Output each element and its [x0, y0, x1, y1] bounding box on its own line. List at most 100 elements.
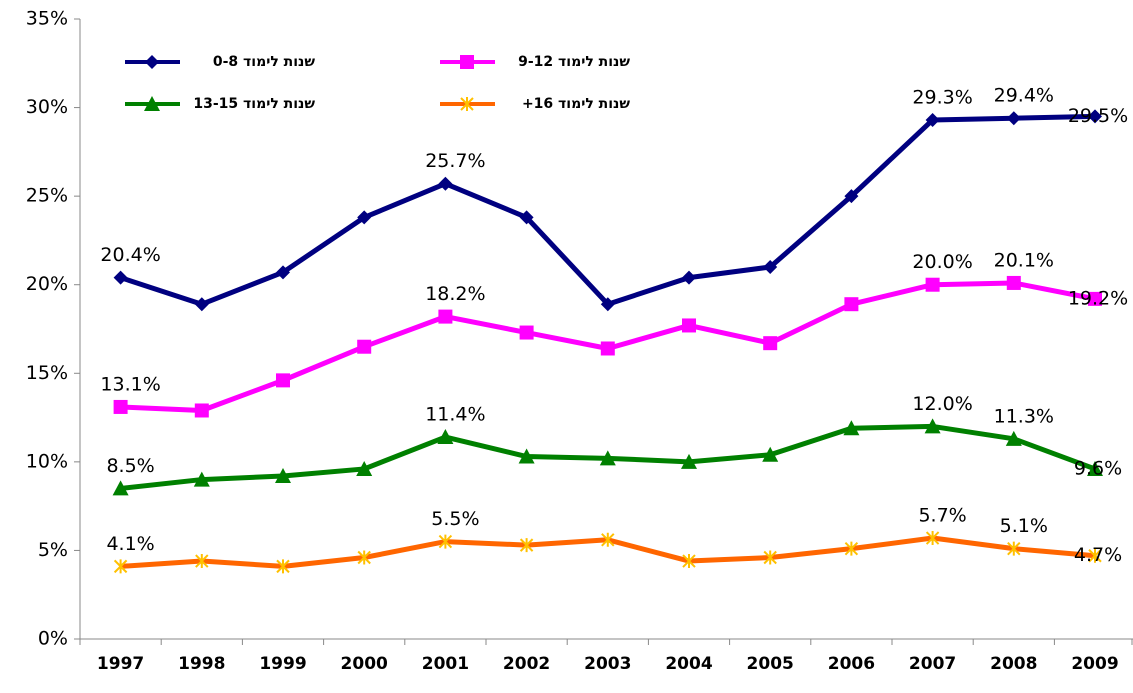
data-point	[1088, 109, 1102, 124]
data-label: 19.2%	[1068, 287, 1128, 309]
data-point	[357, 210, 372, 225]
y-tick-label: 20%	[26, 273, 68, 295]
data-point	[357, 550, 371, 565]
x-tick-label: 2002	[503, 654, 550, 674]
data-point	[1087, 460, 1103, 476]
data-label: 29.4%	[994, 85, 1054, 107]
legend-marker	[460, 55, 474, 69]
data-label: 29.3%	[912, 86, 972, 108]
data-point	[356, 460, 373, 476]
y-tick-label: 15%	[26, 362, 68, 384]
legend-label: שנות לימוד 9-12	[518, 54, 630, 70]
data-point	[357, 339, 372, 354]
data-point	[924, 418, 941, 434]
data-label: 18.2%	[425, 283, 485, 305]
legend-marker	[145, 55, 159, 69]
data-label: 13.1%	[100, 373, 160, 395]
data-point	[844, 297, 859, 312]
x-tick-label: 2005	[747, 654, 794, 674]
data-point	[437, 429, 454, 445]
legend-marker	[460, 97, 474, 111]
data-point	[1007, 541, 1021, 556]
data-point	[682, 270, 696, 285]
data-label: 4.7%	[1074, 544, 1122, 566]
data-label: 9.6%	[1074, 457, 1122, 479]
data-point	[113, 399, 128, 414]
data-point	[193, 471, 210, 487]
x-tick-label: 2004	[665, 654, 712, 674]
x-tick-label: 2008	[990, 654, 1037, 674]
y-tick-label: 10%	[26, 450, 68, 472]
data-point	[113, 270, 128, 285]
data-point	[925, 277, 940, 292]
series-line	[119, 113, 1096, 307]
data-point	[763, 336, 778, 351]
legend-label: שנות לימוד 13-15	[193, 96, 315, 112]
data-point	[194, 297, 209, 312]
data-point	[682, 318, 696, 333]
y-tick-label: 30%	[26, 96, 68, 118]
data-point	[844, 541, 859, 556]
data-point	[519, 325, 534, 340]
data-point	[1006, 111, 1021, 126]
data-point	[682, 554, 696, 569]
data-label: 4.1%	[106, 533, 154, 555]
data-point	[276, 265, 290, 280]
data-point	[762, 446, 779, 462]
x-tick-label: 2001	[422, 654, 469, 674]
data-point	[113, 559, 128, 574]
data-point	[1088, 548, 1102, 563]
data-label: 25.7%	[425, 150, 485, 172]
y-tick-label: 0%	[38, 628, 68, 650]
x-tick-label: 2000	[341, 654, 388, 674]
data-point	[1006, 275, 1021, 290]
data-label: 12.0%	[912, 393, 972, 415]
data-point	[194, 403, 209, 418]
x-tick-label: 2003	[584, 654, 631, 674]
data-label: 29.5%	[1068, 105, 1128, 127]
data-point	[600, 297, 615, 312]
x-tick-label: 2007	[909, 654, 956, 674]
data-point	[763, 260, 778, 274]
data-label: 5.5%	[431, 508, 479, 530]
data-point	[599, 450, 616, 466]
data-point	[925, 112, 940, 127]
y-tick-label: 5%	[38, 539, 68, 561]
x-tick-label: 2009	[1071, 654, 1118, 674]
y-tick-label: 25%	[26, 185, 68, 207]
data-label: 11.4%	[425, 404, 485, 426]
data-point	[276, 559, 290, 574]
data-label: 5.1%	[1000, 515, 1048, 537]
data-point	[844, 189, 859, 204]
data-point	[1088, 291, 1102, 306]
data-label: 20.1%	[994, 249, 1054, 271]
data-point	[519, 538, 534, 553]
data-point	[276, 373, 290, 388]
legend-marker	[144, 96, 160, 111]
x-tick-label: 1999	[259, 654, 306, 674]
data-point	[275, 468, 291, 484]
legend-label: שנות לימוד 0-8	[213, 54, 316, 70]
data-point	[438, 309, 453, 324]
data-point	[1005, 430, 1022, 446]
data-label: 11.3%	[994, 405, 1054, 427]
data-point	[681, 453, 697, 469]
data-label: 20.0%	[912, 251, 972, 273]
x-tick-label: 1997	[97, 654, 144, 674]
data-point	[438, 534, 453, 549]
data-point	[763, 550, 777, 565]
data-point	[438, 176, 453, 191]
data-label: 20.4%	[100, 244, 160, 266]
y-tick-label: 35%	[26, 8, 68, 30]
data-point	[601, 532, 615, 547]
data-point	[600, 341, 615, 356]
legend-label: שנות לימוד 16+	[522, 96, 630, 112]
data-label: 8.5%	[106, 455, 154, 477]
data-point	[195, 554, 209, 569]
data-point	[843, 420, 860, 436]
data-point	[925, 531, 940, 546]
data-point	[112, 480, 129, 496]
data-point	[519, 210, 534, 225]
